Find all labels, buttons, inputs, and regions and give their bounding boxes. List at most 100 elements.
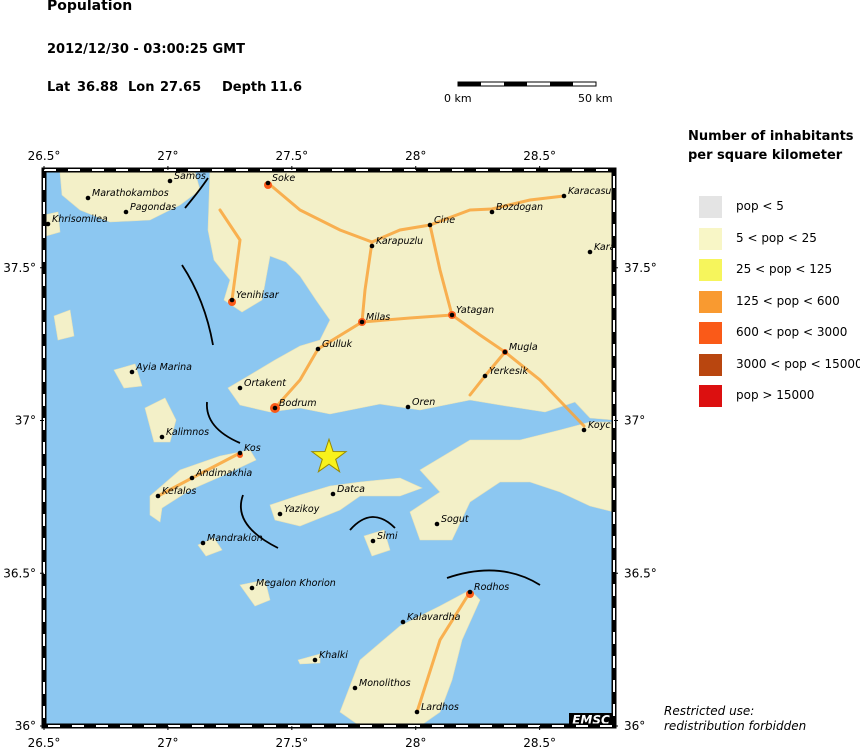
city-label: Khrisomilea <box>52 214 108 225</box>
city-dot <box>400 619 406 625</box>
city-dot <box>405 404 411 410</box>
city-dot <box>159 434 165 440</box>
urban-strip <box>503 350 586 428</box>
city-dot <box>189 475 195 481</box>
city-dot <box>315 346 321 352</box>
city-dot <box>414 709 420 715</box>
city-label: Yatagan <box>456 305 494 316</box>
legend-swatch <box>699 290 722 313</box>
lat-tick-label: 37.5° <box>3 261 36 275</box>
city-dot <box>370 538 376 544</box>
city-label: Marathokambos <box>92 188 169 199</box>
city-dot <box>167 178 173 184</box>
city-dot <box>155 493 161 499</box>
city-label: Samos <box>174 171 206 182</box>
lon-tick-label: 27.5° <box>275 149 308 163</box>
city-dot <box>85 195 91 201</box>
scale-bar-segment <box>504 82 527 86</box>
city-label: Megalon Khorion <box>256 578 336 589</box>
lon-value: 27.65 <box>160 80 202 95</box>
leros <box>113 363 143 389</box>
notice-line: Restricted use: <box>664 704 755 718</box>
city-label: Mugla <box>509 342 538 353</box>
legend-swatch <box>699 385 722 407</box>
kos <box>149 449 257 523</box>
city-label: Pagondas <box>130 202 176 213</box>
scale-bar-segment <box>458 82 481 86</box>
city-label: Yerkesik <box>489 366 528 377</box>
city-dot <box>489 209 495 215</box>
patmos <box>53 309 75 341</box>
city-label: Lardhos <box>421 702 459 713</box>
city-label: Kefalos <box>162 486 196 497</box>
city-dot <box>237 450 243 456</box>
lat-tick-label: 36° <box>15 719 36 733</box>
urban-strip <box>415 590 472 714</box>
legend-swatch <box>699 227 722 250</box>
city-dot <box>330 491 336 497</box>
city-dot <box>449 312 455 318</box>
map-body: Samos Marathokambos Pagondas Khrisomilea Sok… <box>44 170 614 726</box>
city-label: Ortakent <box>244 378 287 389</box>
datca-peninsula <box>269 477 423 527</box>
datetime: 2012/12/30 - 03:00:25 GMT <box>47 42 245 57</box>
city-dot <box>129 369 135 375</box>
lat-tick-label: 37° <box>15 414 36 428</box>
fault-line <box>184 177 209 209</box>
scale-bar <box>457 81 597 87</box>
landmass <box>409 421 614 541</box>
city-dot <box>427 222 433 228</box>
city-dot <box>229 297 235 303</box>
fault-lines <box>181 177 541 586</box>
city-label: Koyc <box>588 420 611 431</box>
lon-tick-label: 28° <box>405 149 426 163</box>
fault-line <box>181 264 214 346</box>
badge-bg <box>569 713 614 726</box>
scale-start: 0 km <box>444 92 472 105</box>
depth-label: Depth <box>222 80 267 95</box>
city-label: Milas <box>366 312 390 323</box>
legend-label: pop > 15000 <box>736 388 815 402</box>
city-label: Bodrum <box>279 398 317 409</box>
city-dot <box>265 180 271 186</box>
legend-swatch <box>699 322 722 344</box>
city-dot <box>587 249 593 255</box>
city-label: Yazikoy <box>284 504 320 515</box>
city-dot <box>467 589 473 595</box>
legend-swatch <box>699 259 722 281</box>
urban-strip <box>273 240 374 410</box>
lat-value: 36.88 <box>77 80 119 95</box>
city-label: Kalavardha <box>407 612 461 623</box>
city-label: Rodhos <box>474 582 509 593</box>
fault-line <box>240 494 279 549</box>
rhodes <box>339 589 481 726</box>
legend-swatch <box>699 196 722 218</box>
fault-line <box>349 516 396 531</box>
legend-label: pop < 5 <box>736 199 784 213</box>
simi <box>363 529 391 557</box>
city-dot <box>312 657 318 663</box>
city-label: Cine <box>434 215 455 226</box>
legend-title: Number of inhabitants <box>688 129 854 144</box>
city-label: Gulluk <box>322 339 353 350</box>
city-label: Yenihisar <box>236 290 280 301</box>
title: Population <box>47 0 133 14</box>
city-dot <box>352 685 358 691</box>
city-dot <box>249 585 255 591</box>
city-dot <box>369 243 375 249</box>
lon-tick-label: 28° <box>405 736 426 750</box>
lon-tick-label: 26.5° <box>28 736 61 750</box>
kalimnos <box>144 397 177 443</box>
populated-areas <box>158 181 586 714</box>
city-label: Monolithos <box>359 678 411 689</box>
city-dot <box>200 540 206 546</box>
lon-label: Lon <box>128 80 155 95</box>
lat-tick-label: 37.5° <box>624 261 657 275</box>
city-dot <box>45 221 51 227</box>
lon-tick-label: 27° <box>157 149 178 163</box>
lon-tick-label: 27.5° <box>275 736 308 750</box>
cities: Samos Marathokambos Pagondas Khrisomilea Sok… <box>45 171 614 715</box>
city-label: Ayia Marina <box>135 362 192 373</box>
lon-tick-label: 26.5° <box>28 149 61 163</box>
